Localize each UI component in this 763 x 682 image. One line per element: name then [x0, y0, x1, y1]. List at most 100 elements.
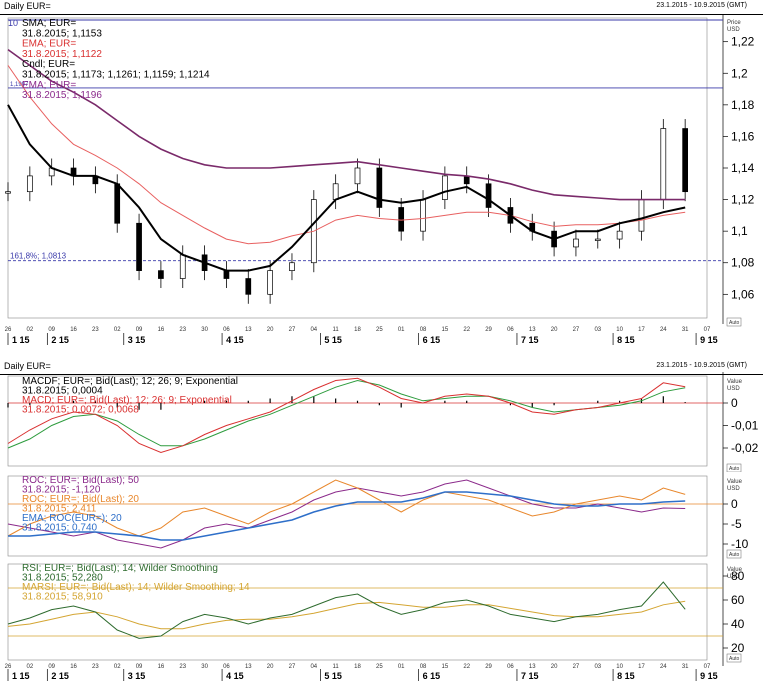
- x-tick-label: 16: [158, 664, 165, 670]
- x-tick-label: 13: [245, 664, 252, 670]
- price-unit-title: Price: [727, 20, 741, 26]
- roc20-line: [7, 479, 686, 537]
- candle-body: [594, 238, 601, 241]
- candle-body: [463, 175, 470, 185]
- macd-panel-title: Daily EUR=: [4, 361, 51, 371]
- legend-entry: 31.8.2015; 2,411: [22, 504, 97, 515]
- candle-body: [332, 183, 339, 200]
- x-tick-label: 01: [398, 664, 405, 670]
- month-label: 3 15: [128, 671, 146, 681]
- legend-entry: SMA; EUR=: [22, 18, 76, 29]
- x-tick-label: 18: [354, 664, 361, 670]
- value-unit: USD: [727, 574, 740, 580]
- legend-entry: EMA; EUR=: [22, 80, 76, 91]
- legend-entry: ROC; EUR=; Bid(Last); 50: [22, 475, 139, 486]
- x-tick-label: 02: [27, 327, 34, 333]
- x-tick-label: 06: [507, 327, 514, 333]
- plot-frame: [7, 475, 708, 557]
- candle-body: [158, 270, 164, 279]
- x-tick-label: 11: [333, 327, 340, 333]
- x-tick-label: 03: [594, 327, 601, 333]
- price-panel[interactable]: Daily EUR= 23.1.2015 - 10.9.2015 (GMT) P…: [0, 0, 763, 346]
- rsi-panel[interactable]: Value USD 80 60 40 20 RSI; EUR=; Bid(Last); 14…: [0, 560, 763, 682]
- auto-label: Auto: [729, 656, 740, 662]
- x-tick-label: 13: [529, 664, 536, 670]
- macd-panel-header: Daily EUR= 23.1.2015 - 10.9.2015 (GMT): [0, 360, 763, 375]
- value-title: Value: [727, 567, 743, 573]
- x-tick-label: 04: [310, 664, 317, 670]
- month-label: 5 15: [324, 671, 342, 681]
- macd-tick-label: 0: [731, 396, 738, 410]
- date-range: 23.1.2015 - 10.9.2015 (GMT): [656, 2, 747, 9]
- roc-panel[interactable]: Value USD 0 -5 -10 ROC; EUR=; Bid(Last); 50 31…: [0, 472, 763, 562]
- auto-label: Auto: [729, 466, 740, 472]
- x-tick-label: 27: [289, 664, 296, 670]
- candle-body: [398, 207, 405, 232]
- candle-body: [223, 270, 230, 279]
- auto-button: [726, 653, 742, 663]
- ema-roc-line: [8, 491, 686, 541]
- x-tick-label: 23: [179, 664, 186, 670]
- price-tick-label: 1,12: [731, 193, 755, 207]
- x-tick-label: 29: [485, 664, 492, 670]
- price-tick-label: 1,06: [731, 287, 755, 301]
- candle-body: [26, 175, 33, 193]
- candle-body: [573, 238, 579, 248]
- x-tick-label: 31: [682, 664, 689, 670]
- legend-entry: 31.8.2015; 1,1196: [22, 90, 102, 101]
- x-tick-label: 23: [92, 327, 99, 333]
- x-tick-label: 30: [201, 664, 208, 670]
- x-tick-label: 10: [616, 664, 623, 670]
- month-label: 9 15: [700, 335, 718, 345]
- candle-body: [638, 199, 645, 232]
- x-tick-label: 23: [92, 664, 99, 670]
- price-tick-label: 1,22: [731, 35, 755, 49]
- candle-body: [179, 254, 186, 279]
- x-tick-label: 17: [638, 664, 645, 670]
- auto-label: Auto: [729, 552, 740, 558]
- plot-frame: [7, 563, 708, 661]
- x-tick-label: 15: [442, 327, 449, 333]
- hline-label: 1,1907: [10, 82, 29, 88]
- x-tick-label: 01: [398, 327, 405, 333]
- x-tick-label: 06: [507, 664, 514, 670]
- x-tick-label: 20: [267, 664, 274, 670]
- macd-panel[interactable]: Daily EUR= 23.1.2015 - 10.9.2015 (GMT) V…: [0, 360, 763, 473]
- roc50-line: [7, 479, 686, 549]
- x-tick-label: 25: [376, 327, 383, 333]
- candle-body: [5, 191, 11, 194]
- macd-date-range: 23.1.2015 - 10.9.2015 (GMT): [656, 362, 747, 369]
- x-tick-label: 02: [114, 327, 121, 333]
- macd-tick-label: -0,02: [731, 441, 759, 455]
- legend-entry: MACD; EUR=; Bid(Last); 12; 26; 9; Expone…: [22, 395, 232, 406]
- candle-body: [354, 167, 361, 185]
- legend-entry: MARSI; EUR=; Bid(Last); 14; Wilder Smoot…: [22, 582, 250, 593]
- x-tick-label: 06: [223, 664, 230, 670]
- price-tick-label: 1,08: [731, 256, 755, 270]
- x-tick-label: 09: [48, 327, 55, 333]
- x-tick-label: 16: [70, 664, 77, 670]
- candle-body: [442, 175, 448, 200]
- month-label: 8 15: [617, 335, 635, 345]
- month-label: 2 15: [51, 335, 69, 345]
- month-label: 4 15: [226, 335, 244, 345]
- month-label: 4 15: [226, 671, 244, 681]
- legend-entry: 31.8.2015; 0,740: [22, 523, 98, 534]
- legend-entry: 31.8.2015; 1,1153: [22, 28, 102, 39]
- month-label: 6 15: [423, 671, 441, 681]
- candle-body: [376, 167, 383, 208]
- legend-entry: 31.8.2015; -1,120: [22, 485, 101, 496]
- candle-body: [245, 278, 252, 295]
- x-tick-label: 07: [704, 664, 711, 670]
- x-tick-label: 31: [682, 327, 689, 333]
- candle-body: [289, 262, 295, 271]
- x-tick-label: 25: [376, 664, 383, 670]
- legend-entry: 31.8.2015; 1,1173; 1,1261; 1,1159; 1,121…: [22, 70, 210, 81]
- legend-entry: EMA; EUR=: [22, 39, 76, 50]
- legend-entry: ROC; EUR=; Bid(Last); 20: [22, 494, 139, 505]
- value-unit: USD: [727, 486, 740, 492]
